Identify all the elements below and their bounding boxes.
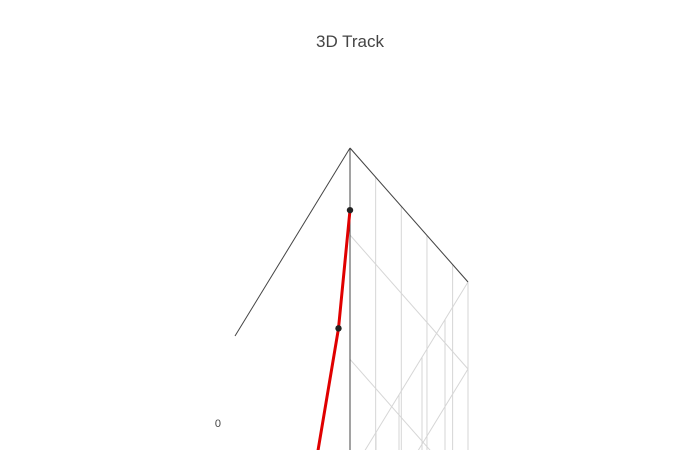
- track-line: [316, 208, 352, 450]
- grid-line: [349, 234, 469, 370]
- grid-line: [364, 281, 469, 450]
- chart-title: 3D Track: [315, 32, 385, 51]
- z-tick-label: 0: [215, 418, 221, 430]
- grid-line: [417, 368, 469, 450]
- axis-frame: [349, 147, 469, 283]
- data-point: [346, 206, 354, 214]
- grid-line: [349, 358, 431, 450]
- axis-frame: [234, 147, 351, 337]
- data-point: [335, 325, 342, 332]
